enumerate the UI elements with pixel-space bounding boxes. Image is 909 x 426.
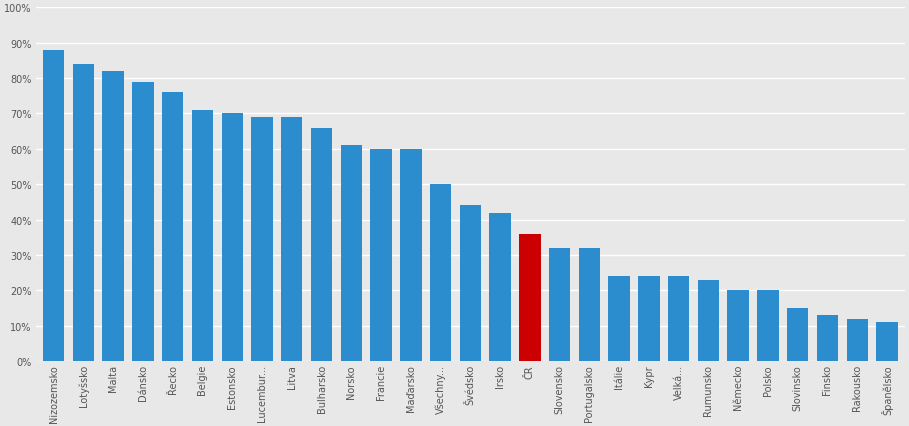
Bar [638,276,660,361]
Bar [579,248,600,361]
Bar [876,322,898,361]
Bar [222,114,243,361]
Bar [787,308,808,361]
Bar [549,248,570,361]
Bar [608,276,630,361]
Bar [817,316,838,361]
Bar [43,51,65,361]
Bar [103,72,124,361]
Bar [281,118,303,361]
Bar [727,291,749,361]
Bar [430,185,451,361]
Bar [846,319,868,361]
Bar [489,213,511,361]
Bar [73,65,95,361]
Bar [757,291,779,361]
Bar [132,82,154,361]
Bar [460,206,481,361]
Bar [192,111,214,361]
Bar [341,146,362,361]
Bar [251,118,273,361]
Bar [400,150,422,361]
Bar [162,93,184,361]
Bar [519,234,541,361]
Bar [698,280,719,361]
Bar [370,150,392,361]
Bar [311,128,333,361]
Bar [668,276,689,361]
